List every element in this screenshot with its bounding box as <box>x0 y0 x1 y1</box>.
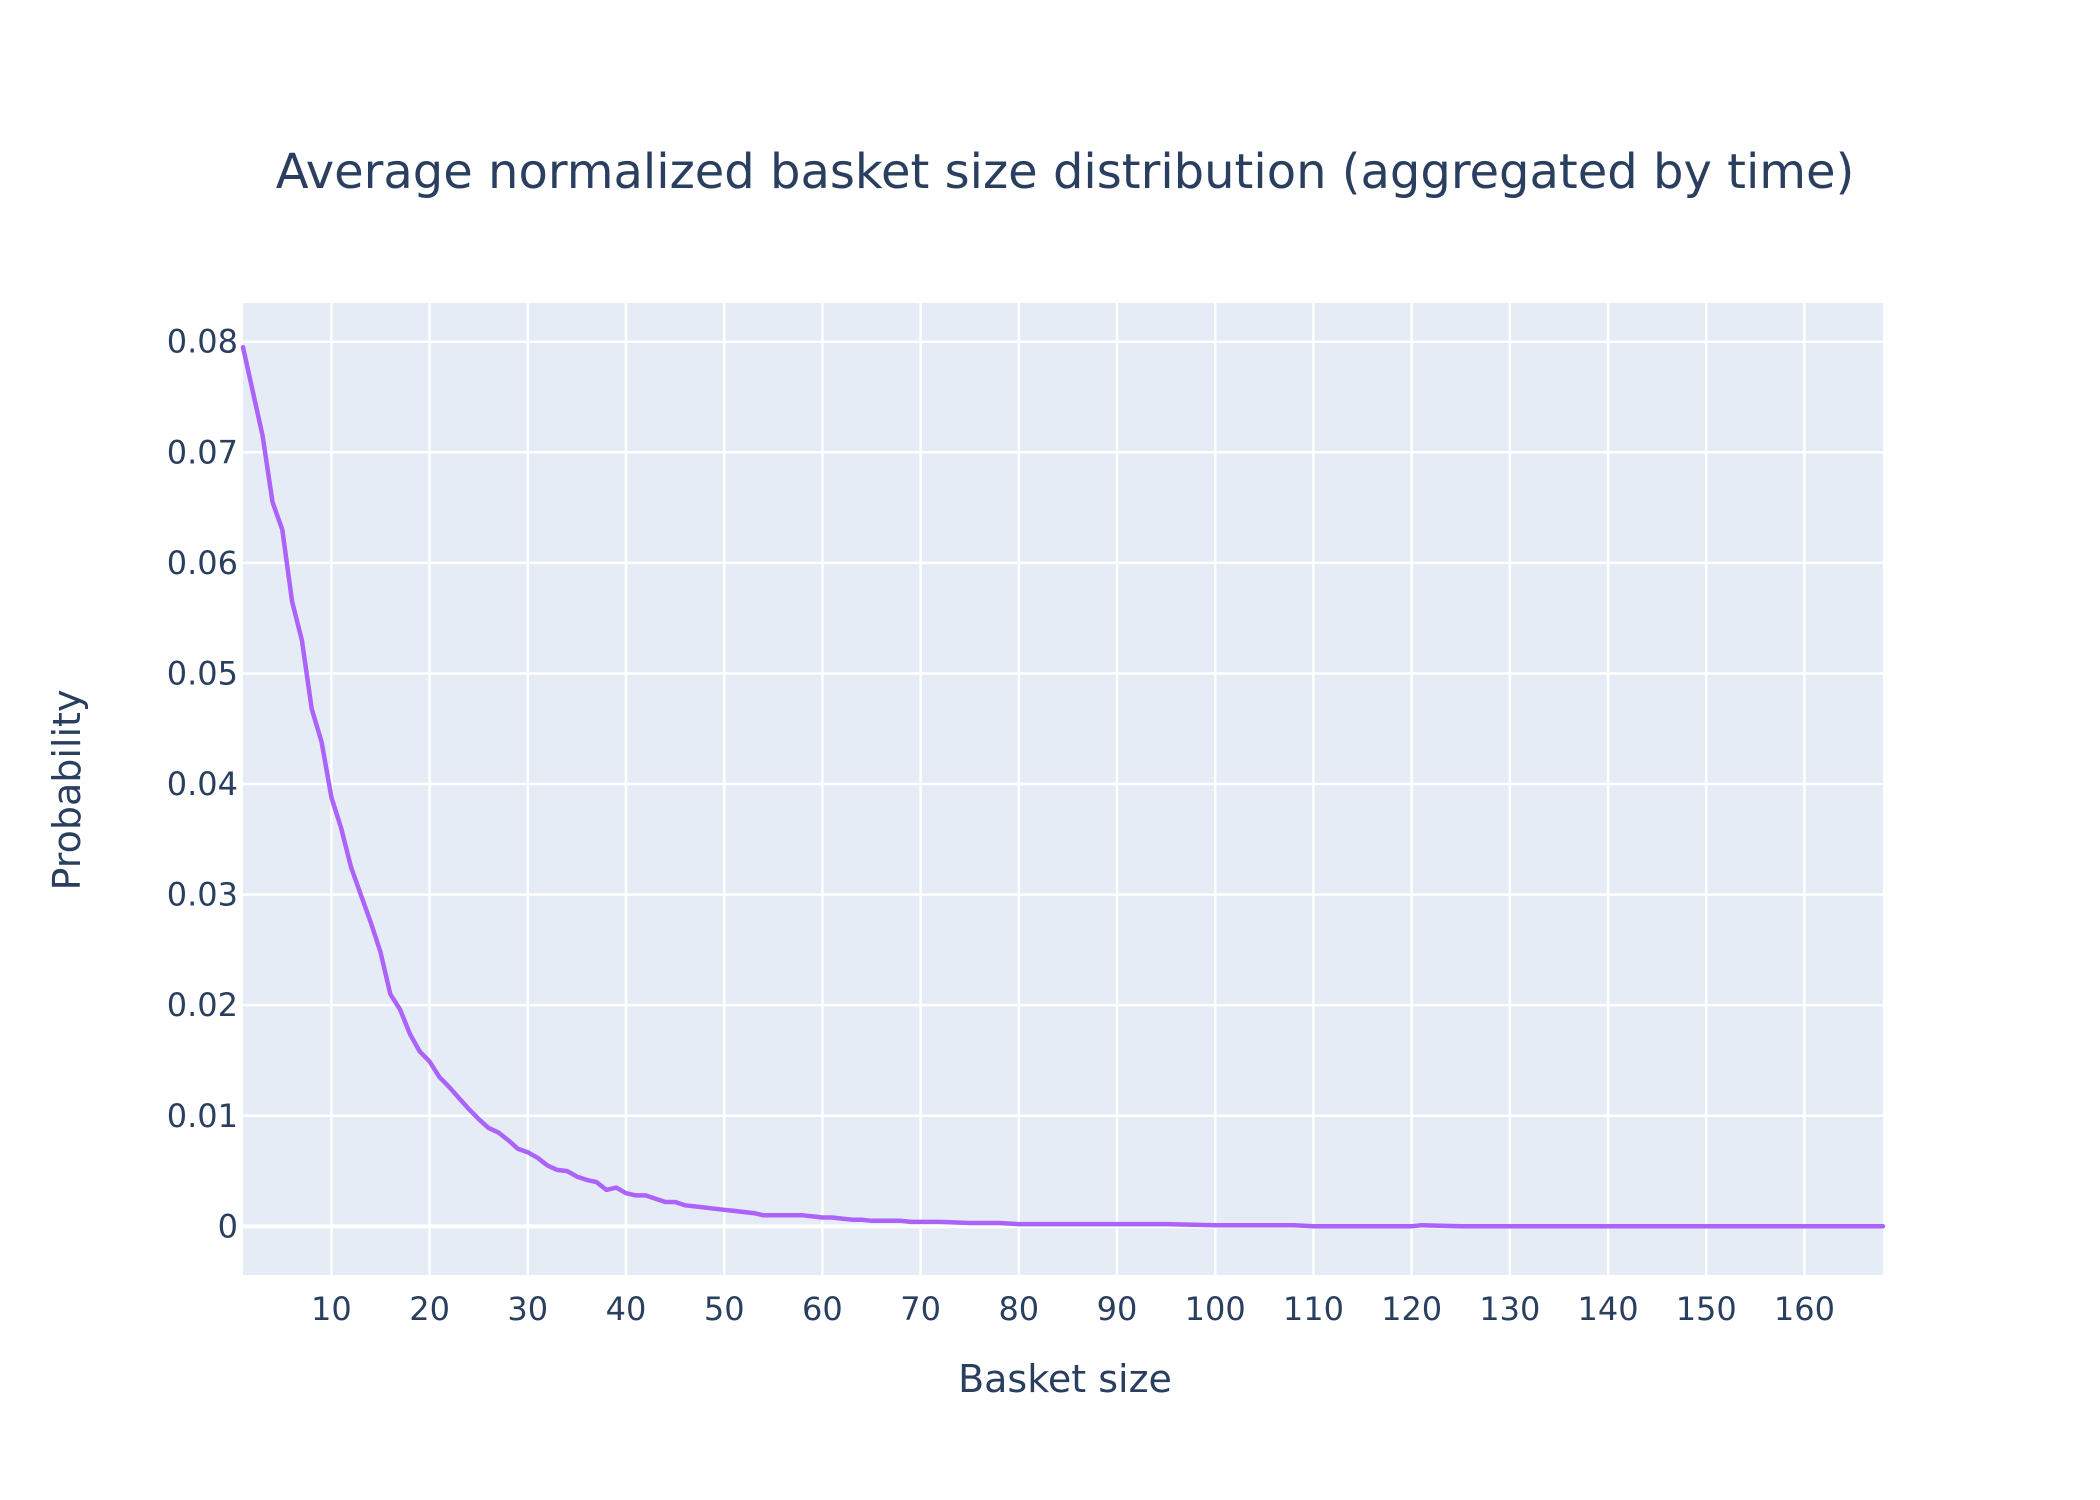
y-tick-label: 0.05 <box>167 654 238 692</box>
x-tick-label: 60 <box>802 1290 843 1328</box>
plot-area <box>243 303 1883 1275</box>
y-tick-label: 0.07 <box>167 433 238 471</box>
x-tick-label: 70 <box>900 1290 941 1328</box>
x-tick-label: 130 <box>1479 1290 1540 1328</box>
x-tick-label: 50 <box>704 1290 745 1328</box>
series-line <box>240 344 1886 1229</box>
y-axis-ticks: 0 0.01 0.02 0.03 0.04 0.05 0.06 0.07 0.08 <box>167 323 238 1246</box>
y-axis-title: Probability <box>45 690 89 891</box>
x-tick-label: 20 <box>409 1290 450 1328</box>
x-tick-label: 80 <box>998 1290 1039 1328</box>
x-tick-label: 120 <box>1381 1290 1442 1328</box>
x-tick-label: 40 <box>606 1290 647 1328</box>
x-tick-label: 100 <box>1185 1290 1246 1328</box>
y-tick-label: 0.03 <box>167 876 238 914</box>
y-tick-label: 0.06 <box>167 544 238 582</box>
chart-title: Average normalized basket size distribut… <box>276 144 1855 200</box>
y-tick-label: 0.01 <box>167 1097 238 1135</box>
y-tick-label: 0.02 <box>167 986 238 1024</box>
x-tick-label: 160 <box>1774 1290 1835 1328</box>
x-tick-label: 90 <box>1097 1290 1138 1328</box>
x-tick-label: 110 <box>1283 1290 1344 1328</box>
y-tick-label: 0.08 <box>167 323 238 361</box>
x-axis-ticks: 10 20 30 40 50 60 70 80 90 100 110 120 130 140 150 160 <box>311 1290 1835 1328</box>
x-axis-title: Basket size <box>958 1357 1172 1401</box>
y-tick-label: 0 <box>218 1207 238 1245</box>
x-tick-label: 150 <box>1676 1290 1737 1328</box>
x-tick-label: 10 <box>311 1290 352 1328</box>
x-tick-label: 30 <box>507 1290 548 1328</box>
grid-lines <box>243 303 1883 1275</box>
y-tick-label: 0.04 <box>167 765 238 803</box>
x-tick-label: 140 <box>1577 1290 1638 1328</box>
series-layer <box>240 344 1886 1229</box>
